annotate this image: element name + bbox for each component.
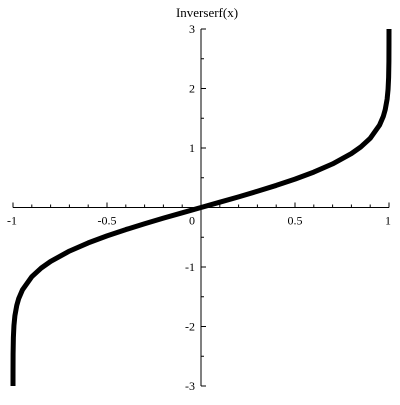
tick-labels: -1 -0.5 0 0.5 1 -3 -2 -1 1 2 3	[7, 22, 391, 393]
y-tick-label: 2	[189, 82, 195, 96]
x-tick-label: 1	[385, 214, 391, 228]
y-tick-label: -1	[185, 260, 195, 274]
minor-ticks	[31, 58, 371, 357]
y-axis-label: Inverserf(x)	[176, 5, 238, 20]
series-layer	[10, 28, 392, 387]
y-tick-label: 3	[189, 22, 195, 36]
y-tick-label: -2	[185, 320, 195, 334]
y-tick-label: 1	[189, 141, 195, 155]
x-tick-label: 0	[189, 214, 195, 228]
x-tick-label: -0.5	[98, 214, 117, 228]
x-tick-label: -1	[7, 214, 17, 228]
y-tick-label: -3	[185, 379, 195, 393]
series-line	[10, 28, 392, 387]
x-tick-label: 0.5	[288, 214, 303, 228]
